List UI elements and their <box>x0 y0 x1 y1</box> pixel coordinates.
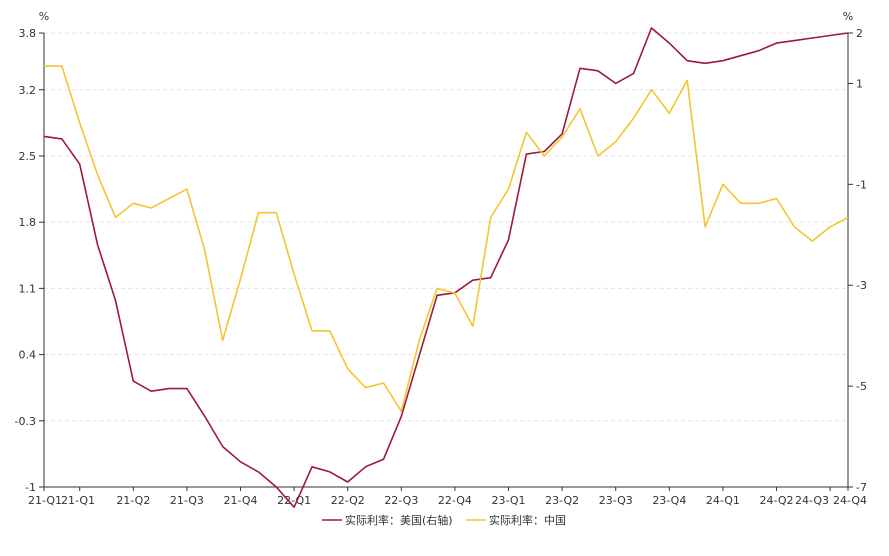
x-tick-label: 24-Q4 <box>833 494 867 507</box>
legend-label-china: 实际利率：中国 <box>489 513 566 527</box>
series-line-us <box>43 27 849 509</box>
series-lines <box>43 27 849 509</box>
x-tick-label: 23-Q4 <box>652 494 686 507</box>
axes <box>43 33 849 488</box>
right-tick-label: 1 <box>856 77 863 90</box>
left-tick-label: 2.5 <box>19 150 37 163</box>
right-tick-label: -7 <box>856 481 867 494</box>
right-tick-label: -3 <box>856 279 867 292</box>
x-tick-label: 22-Q3 <box>384 494 418 507</box>
left-tick-label: 0.4 <box>19 349 37 362</box>
right-tick-label: -5 <box>856 380 867 393</box>
left-axis-ticks: 3.8 3.2 2.5 1.8 1.1 0.4 -0.3 -1 <box>15 27 44 494</box>
x-tick-label: 21-Q1 <box>28 494 62 507</box>
left-tick-label: 3.8 <box>19 27 37 40</box>
legend: 实际利率：美国(右轴) 实际利率：中国 <box>322 513 566 527</box>
x-tick-label: 21-Q2 <box>116 494 150 507</box>
x-tick-label: 21-Q4 <box>224 494 258 507</box>
x-tick-label: 21-Q3 <box>170 494 204 507</box>
x-tick-label: 23-Q3 <box>599 494 633 507</box>
left-tick-label: 1.8 <box>19 216 37 229</box>
right-axis-ticks: 2 1 -1 -3 -5 -7 <box>848 27 867 494</box>
series-line-china <box>44 65 849 413</box>
x-tick-label: 24-Q2 <box>760 494 794 507</box>
x-tick-label: 23-Q1 <box>492 494 526 507</box>
left-tick-label: 3.2 <box>19 84 37 97</box>
legend-label-us: 实际利率：美国(右轴) <box>345 513 453 527</box>
right-tick-label: 2 <box>856 27 863 40</box>
x-tick-label: 21-Q1 <box>61 494 95 507</box>
left-tick-label: 1.1 <box>19 282 37 295</box>
right-tick-label: -1 <box>856 178 867 191</box>
left-tick-label: -1 <box>25 481 36 494</box>
x-tick-label: 22-Q4 <box>438 494 472 507</box>
x-tick-label: 23-Q2 <box>545 494 579 507</box>
x-tick-label: 22-Q1 <box>277 494 311 507</box>
x-tick-label: 24-Q1 <box>706 494 740 507</box>
left-tick-label: -0.3 <box>15 415 36 428</box>
right-axis-unit: % <box>843 10 853 23</box>
gridlines <box>44 32 848 422</box>
x-tick-label: 22-Q2 <box>331 494 365 507</box>
left-axis-unit: % <box>39 10 49 23</box>
x-tick-label: 24-Q3 <box>795 494 829 507</box>
